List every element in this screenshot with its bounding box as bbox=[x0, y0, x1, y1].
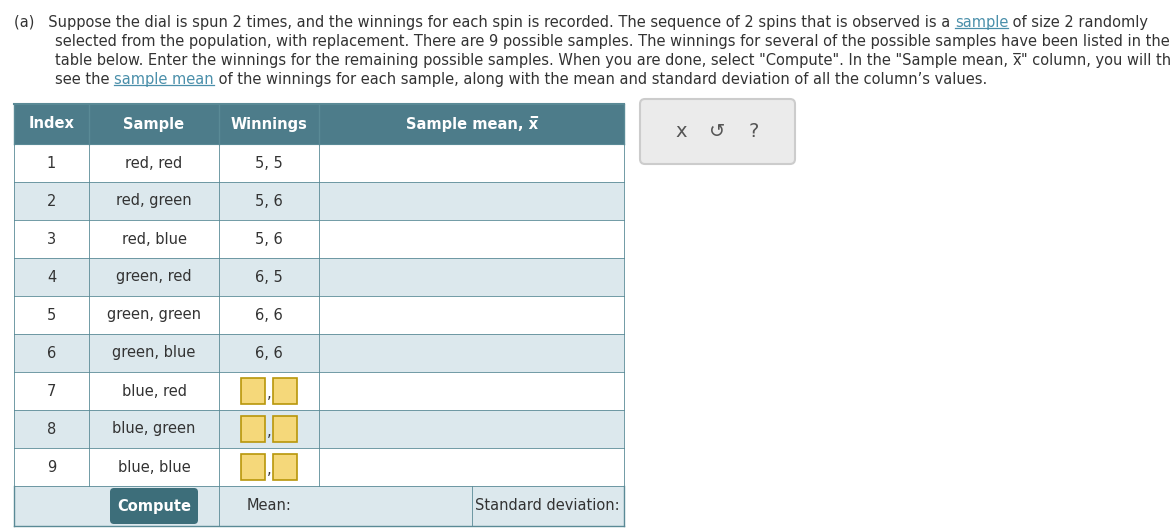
Text: ,: , bbox=[267, 462, 272, 476]
Text: sample: sample bbox=[954, 15, 1008, 30]
Text: red, blue: red, blue bbox=[122, 232, 186, 246]
Text: of size 2 randomly: of size 2 randomly bbox=[1008, 15, 1149, 30]
Text: 5, 6: 5, 6 bbox=[255, 232, 283, 246]
Bar bbox=[14, 104, 624, 144]
Text: 7: 7 bbox=[47, 384, 56, 399]
Text: see the: see the bbox=[55, 72, 114, 87]
Text: Winnings: Winnings bbox=[231, 117, 308, 131]
Text: blue, green: blue, green bbox=[112, 421, 196, 437]
Text: 3: 3 bbox=[47, 232, 56, 246]
Text: ?: ? bbox=[748, 122, 759, 141]
Text: green, blue: green, blue bbox=[112, 346, 196, 360]
Bar bbox=[14, 182, 624, 220]
Text: green, red: green, red bbox=[116, 269, 192, 285]
Text: 9: 9 bbox=[47, 460, 56, 474]
Bar bbox=[14, 410, 624, 448]
Text: (a)   Suppose the dial is spun 2 times, and the winnings for each spin is record: (a) Suppose the dial is spun 2 times, an… bbox=[14, 15, 954, 30]
Text: 5, 5: 5, 5 bbox=[255, 155, 283, 171]
Text: 6, 6: 6, 6 bbox=[255, 346, 283, 360]
FancyBboxPatch shape bbox=[241, 378, 265, 404]
Bar bbox=[14, 486, 624, 526]
Text: red, red: red, red bbox=[125, 155, 183, 171]
Text: Sample: Sample bbox=[123, 117, 185, 131]
Text: Standard deviation:: Standard deviation: bbox=[475, 499, 621, 514]
Text: 5, 6: 5, 6 bbox=[255, 193, 283, 208]
Text: x: x bbox=[676, 122, 687, 141]
Text: ,: , bbox=[267, 385, 272, 401]
Text: Mean:: Mean: bbox=[247, 499, 292, 514]
Bar bbox=[14, 296, 624, 334]
FancyBboxPatch shape bbox=[273, 454, 297, 480]
FancyBboxPatch shape bbox=[641, 99, 795, 164]
Text: 5: 5 bbox=[47, 307, 56, 322]
Text: 6, 6: 6, 6 bbox=[255, 307, 283, 322]
Text: 4: 4 bbox=[47, 269, 56, 285]
Text: table below. Enter the winnings for the remaining possible samples. When you are: table below. Enter the winnings for the … bbox=[55, 53, 1013, 68]
Text: selected from the population, with replacement. There are 9 possible samples. Th: selected from the population, with repla… bbox=[55, 34, 1170, 49]
FancyBboxPatch shape bbox=[110, 488, 198, 524]
Bar bbox=[14, 144, 624, 182]
Bar bbox=[14, 448, 624, 486]
Text: x̅: x̅ bbox=[1013, 53, 1021, 68]
FancyBboxPatch shape bbox=[273, 378, 297, 404]
Text: 6: 6 bbox=[47, 346, 56, 360]
Text: red, green: red, green bbox=[116, 193, 192, 208]
Bar bbox=[14, 372, 624, 410]
Text: blue, blue: blue, blue bbox=[117, 460, 191, 474]
Text: Sample mean, x̅: Sample mean, x̅ bbox=[405, 116, 537, 132]
Text: 1: 1 bbox=[47, 155, 56, 171]
Text: Index: Index bbox=[28, 117, 75, 131]
Text: ,: , bbox=[267, 423, 272, 438]
FancyBboxPatch shape bbox=[273, 416, 297, 442]
Text: ↺: ↺ bbox=[710, 122, 726, 141]
Text: " column, you will then: " column, you will then bbox=[1021, 53, 1171, 68]
Text: 6, 5: 6, 5 bbox=[255, 269, 283, 285]
Text: green, green: green, green bbox=[107, 307, 201, 322]
Bar bbox=[14, 220, 624, 258]
Text: 2: 2 bbox=[47, 193, 56, 208]
Text: Compute: Compute bbox=[117, 499, 191, 514]
Text: sample mean: sample mean bbox=[114, 72, 214, 87]
FancyBboxPatch shape bbox=[241, 454, 265, 480]
Bar bbox=[14, 334, 624, 372]
Text: blue, red: blue, red bbox=[122, 384, 186, 399]
Text: of the winnings for each sample, along with the mean and standard deviation of a: of the winnings for each sample, along w… bbox=[214, 72, 987, 87]
FancyBboxPatch shape bbox=[241, 416, 265, 442]
Text: 8: 8 bbox=[47, 421, 56, 437]
Bar bbox=[14, 258, 624, 296]
